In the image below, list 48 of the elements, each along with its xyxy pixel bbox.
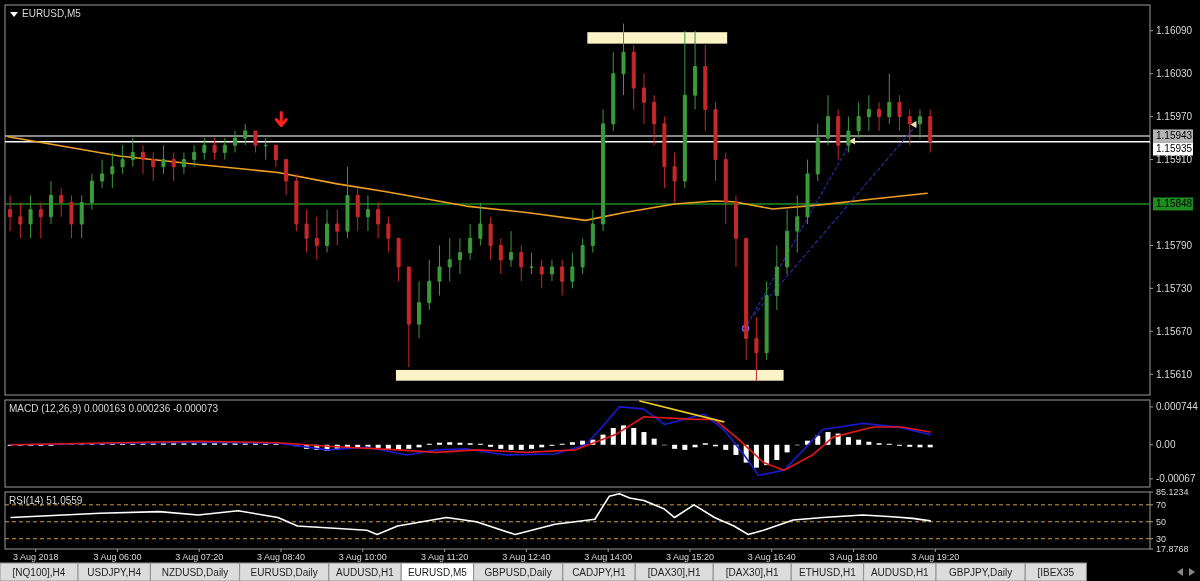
category-label: EURUSD,Daily <box>250 566 318 578</box>
category-label: GBPUSD,Daily <box>484 566 552 578</box>
chart-title: MACD (12,26,9) 0.000163 0.000236 -0.000073 <box>9 403 219 414</box>
x-tick-label: 3 Aug 2018 <box>12 552 59 562</box>
x-tick-label: 3 Aug 07:20 <box>175 552 224 562</box>
chart-title: EURUSD,M5 <box>22 8 82 19</box>
y-tick-label: 1.15790 <box>1156 239 1193 251</box>
category-label: [DAX30],H1 <box>725 566 780 578</box>
ref-line-label: 1.15848 <box>1156 198 1193 210</box>
y-tick-label: 17.8768 <box>1156 544 1189 555</box>
x-tick-label: 3 Aug 19:20 <box>911 552 960 562</box>
y-tick-label: 1.15970 <box>1156 111 1193 123</box>
category-label: EURUSD,M5 <box>407 566 468 578</box>
y-tick-label: 30 <box>1156 533 1167 544</box>
x-tick-label: 3 Aug 18:00 <box>829 552 878 562</box>
category-label: AUDUSD,H1 <box>336 566 395 578</box>
x-tick-label: 3 Aug 16:40 <box>747 552 796 562</box>
y-tick-label: 1.16090 <box>1156 25 1193 37</box>
category-label: AUDUSD,H1 <box>870 566 930 578</box>
x-tick-label: 3 Aug 08:40 <box>257 552 306 562</box>
y-tick-label: 70 <box>1156 499 1167 510</box>
category-label: GBPJPY,Daily <box>949 566 1013 578</box>
y-tick-label: 0.000744 <box>1156 401 1199 413</box>
x-tick-label: 3 Aug 14:00 <box>584 552 633 562</box>
category-label: [DAX30],H1 <box>647 566 702 578</box>
y-tick-label: 1.15670 <box>1156 325 1193 337</box>
y-tick-label: 1.15910 <box>1156 154 1193 166</box>
ref-line-label: 1.15943 <box>1156 130 1193 142</box>
category-label: [NQ100],H4 <box>12 566 66 578</box>
x-tick-label: 3 Aug 12:40 <box>502 552 551 562</box>
chart-title: RSI(14) 51.0559 <box>9 495 83 506</box>
y-tick-label: 85.1234 <box>1156 487 1189 498</box>
category-label: NZDUSD,Daily <box>161 566 229 578</box>
ref-line-label: 1.15935 <box>1156 143 1193 155</box>
category-label: USDJPY,H4 <box>87 566 142 578</box>
category-label: CADJPY,H1 <box>572 566 627 578</box>
y-tick-label: 1.16030 <box>1156 68 1193 80</box>
x-tick-label: 3 Aug 15:20 <box>665 552 714 562</box>
x-tick-label: 3 Aug 06:00 <box>93 552 142 562</box>
category-label: ETHUSD,H1 <box>799 566 857 578</box>
x-tick-label: 3 Aug 10:00 <box>338 552 387 562</box>
x-tick-label: 3 Aug 11:20 <box>420 552 469 562</box>
y-tick-label: 1.15610 <box>1156 368 1193 380</box>
y-tick-label: 0.00 <box>1156 439 1176 451</box>
category-label: [IBEX35 <box>1037 566 1075 578</box>
y-tick-label: 50 <box>1156 516 1167 527</box>
y-tick-label: 1.15730 <box>1156 282 1193 294</box>
y-tick-label: -0.00067 <box>1156 473 1196 485</box>
